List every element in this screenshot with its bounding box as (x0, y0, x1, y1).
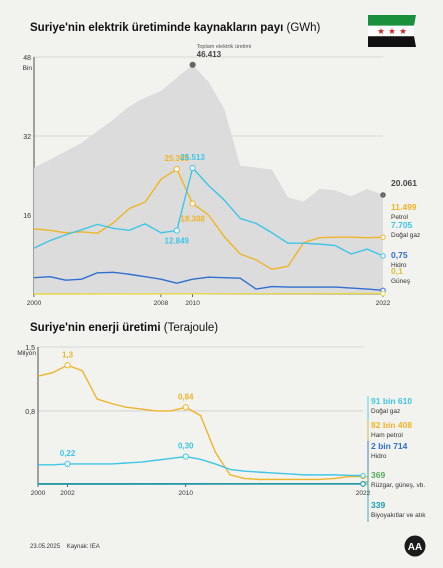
c2-end-marker-1 (360, 472, 366, 479)
c1-end-name: Güneş (391, 278, 411, 285)
c2-annotation-label: 1,3 (62, 350, 74, 359)
c2-annotation-marker (64, 460, 71, 468)
c2-y-tick-label: 1,5 (25, 345, 35, 352)
chart1-title-unit: (GWh) (286, 22, 321, 34)
c2-annotation-label: 0,22 (60, 449, 76, 458)
c1-end-name: Hidro (391, 262, 407, 269)
c2-end-name: Hidro (371, 453, 387, 460)
c2-x-tick-label: 2002 (60, 490, 75, 497)
c1-end-marker-0 (380, 192, 386, 198)
c1-x-tick-label: 2010 (185, 300, 200, 307)
c1-annotation-label: 46.413 (197, 50, 222, 59)
c1-y-tick-label: 48 (23, 55, 31, 62)
c1-annotation-marker (173, 165, 180, 173)
c2-end-name: Ham petrol (371, 432, 403, 439)
c1-end-marker-1 (380, 234, 386, 240)
c1-series-line-2 (33, 167, 384, 257)
c2-y-unit-label: Milyon (17, 350, 36, 357)
c2-annotation-marker (182, 404, 189, 411)
c2-annotation-label: 0,30 (178, 442, 194, 451)
c1-annotation-label: 25.305 (165, 154, 190, 163)
c2-y-tick-label: 0,8 (25, 409, 35, 416)
chart2-title-unit: (Terajoule) (163, 322, 219, 334)
c2-end-marker-0 (360, 473, 366, 480)
c2-end-marker-2 (360, 481, 366, 487)
footer: 23.05.2025 Kaynak: IEA (30, 544, 100, 550)
c2-end-value: 82 bin 408 (371, 420, 412, 430)
c1-end-value: 0,1 (391, 266, 403, 276)
chart1-title-text: Suriye'nin elektrik üretiminde kaynaklar… (30, 22, 284, 34)
c2-annotation-marker (64, 362, 71, 369)
c2-end-connector (365, 420, 369, 478)
c2-annotation-marker (182, 453, 189, 460)
c2-end-value: 91 bin 610 (371, 396, 412, 406)
c2-end-name: Rüzgar, güneş, vb. (371, 482, 425, 489)
c2-end-marker-3 (360, 481, 366, 487)
c1-annotation-label: 18.308 (180, 215, 205, 224)
c1-annotation-marker (173, 227, 180, 234)
c2-end-connector (365, 470, 369, 496)
c1-series-line-1 (33, 168, 384, 271)
footer-date: 23.05.2025 (30, 544, 61, 550)
c1-annotation-marker (189, 200, 196, 207)
chart2-title-text: Suriye'nin enerji üretimi (30, 322, 161, 334)
chart1-title: Suriye'nin elektrik üretiminde kaynaklar… (30, 22, 320, 34)
c1-end-value: 11.499 (391, 202, 417, 212)
c1-series-area-0 (34, 64, 383, 294)
c1-x-tick-label: 2000 (27, 300, 42, 307)
c2-end-connector (365, 483, 369, 522)
chart2-title: Suriye'nin enerji üretimi (Terajoule) (30, 322, 218, 334)
c2-series-line-0 (37, 364, 364, 481)
c1-end-value: 7.705 (391, 220, 413, 230)
c1-end-marker-2 (380, 253, 386, 259)
c1-annotation-marker (189, 164, 196, 172)
syria-flag-icon (368, 15, 416, 47)
c1-annotation-caption: Toplam elektrik üretimi (197, 44, 252, 50)
c1-annotation-marker (189, 61, 196, 68)
c2-annotation-label: 0,84 (178, 392, 194, 401)
c2-end-name: Biyoyakıtlar ve atık (371, 512, 426, 519)
c1-end-name: Petrol (391, 214, 409, 221)
c2-end-connector (365, 396, 369, 478)
c2-end-name: Doğal gaz (371, 408, 400, 415)
c1-y-tick-label: 32 (23, 134, 31, 141)
c1-end-value: 0,75 (391, 250, 408, 260)
aa-logo-icon: AA (404, 535, 426, 557)
c2-x-tick-label: 2000 (31, 490, 46, 497)
c2-x-tick-label: 2010 (178, 490, 193, 497)
c1-annotation-label: 25.513 (180, 153, 205, 162)
c2-x-tick-label: 2022 (356, 490, 371, 497)
c2-series-line-1 (38, 455, 364, 477)
c1-x-tick-label: 2022 (376, 300, 391, 307)
c1-series-line-3 (33, 271, 384, 291)
c1-x-tick-label: 2008 (154, 300, 169, 307)
c1-y-unit-label: Bin (23, 65, 33, 72)
logo-text: AA (408, 542, 422, 553)
c2-end-marker-4 (360, 481, 366, 487)
c1-end-marker-4 (380, 290, 386, 297)
c2-end-value: 339 (371, 500, 385, 510)
c1-end-value: 20.061 (391, 178, 417, 188)
c1-annotation-label: 12.849 (165, 237, 190, 246)
c2-end-value: 369 (371, 470, 385, 480)
c2-end-connector (365, 441, 369, 483)
footer-source: Kaynak: IEA (66, 544, 100, 550)
c2-end-value: 2 bin 714 (371, 441, 408, 451)
c1-y-tick-label: 16 (23, 213, 31, 220)
c1-end-name: Doğal gaz (391, 232, 420, 239)
